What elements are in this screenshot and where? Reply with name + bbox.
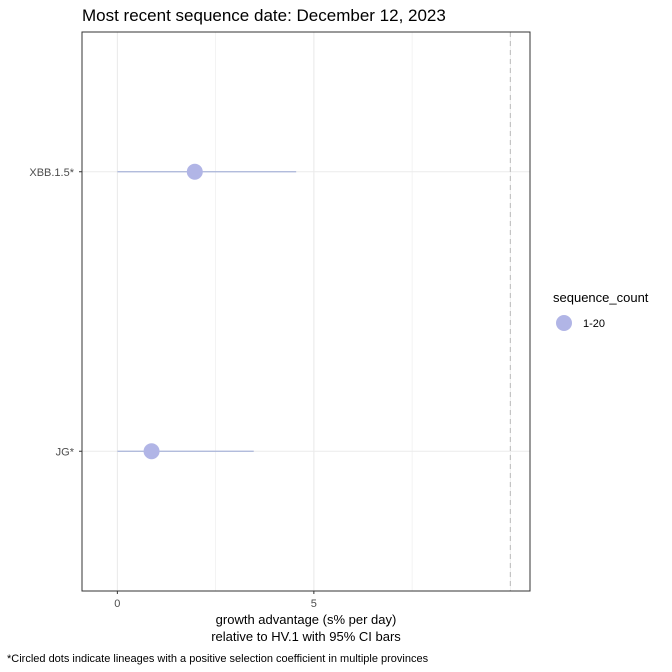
data-point xyxy=(186,163,203,180)
data-point xyxy=(143,443,160,460)
y-tick-label: XBB.1.5* xyxy=(29,167,74,179)
legend-label-1-20: 1-20 xyxy=(583,318,605,330)
chart-title: Most recent sequence date: December 12, … xyxy=(82,6,446,25)
panel-background xyxy=(82,32,530,591)
y-tick-label: JG* xyxy=(56,446,75,458)
data-points xyxy=(143,163,203,460)
legend: sequence_count 1-20 xyxy=(553,290,649,331)
x-axis-title: growth advantage (s% per day) xyxy=(216,612,397,627)
legend-key-1-20 xyxy=(556,315,572,331)
panel-border xyxy=(81,31,531,592)
x-axis-subtitle: relative to HV.1 with 95% CI bars xyxy=(211,629,401,644)
plot-panel xyxy=(81,31,531,592)
x-tick-label: 5 xyxy=(311,598,317,610)
y-axis-ticks: XBB.1.5* JG* xyxy=(29,167,82,458)
legend-title: sequence_count xyxy=(553,290,649,305)
x-tick-label: 0 xyxy=(114,598,120,610)
ci-bars xyxy=(117,171,297,452)
caption: *Circled dots indicate lineages with a p… xyxy=(7,653,429,665)
